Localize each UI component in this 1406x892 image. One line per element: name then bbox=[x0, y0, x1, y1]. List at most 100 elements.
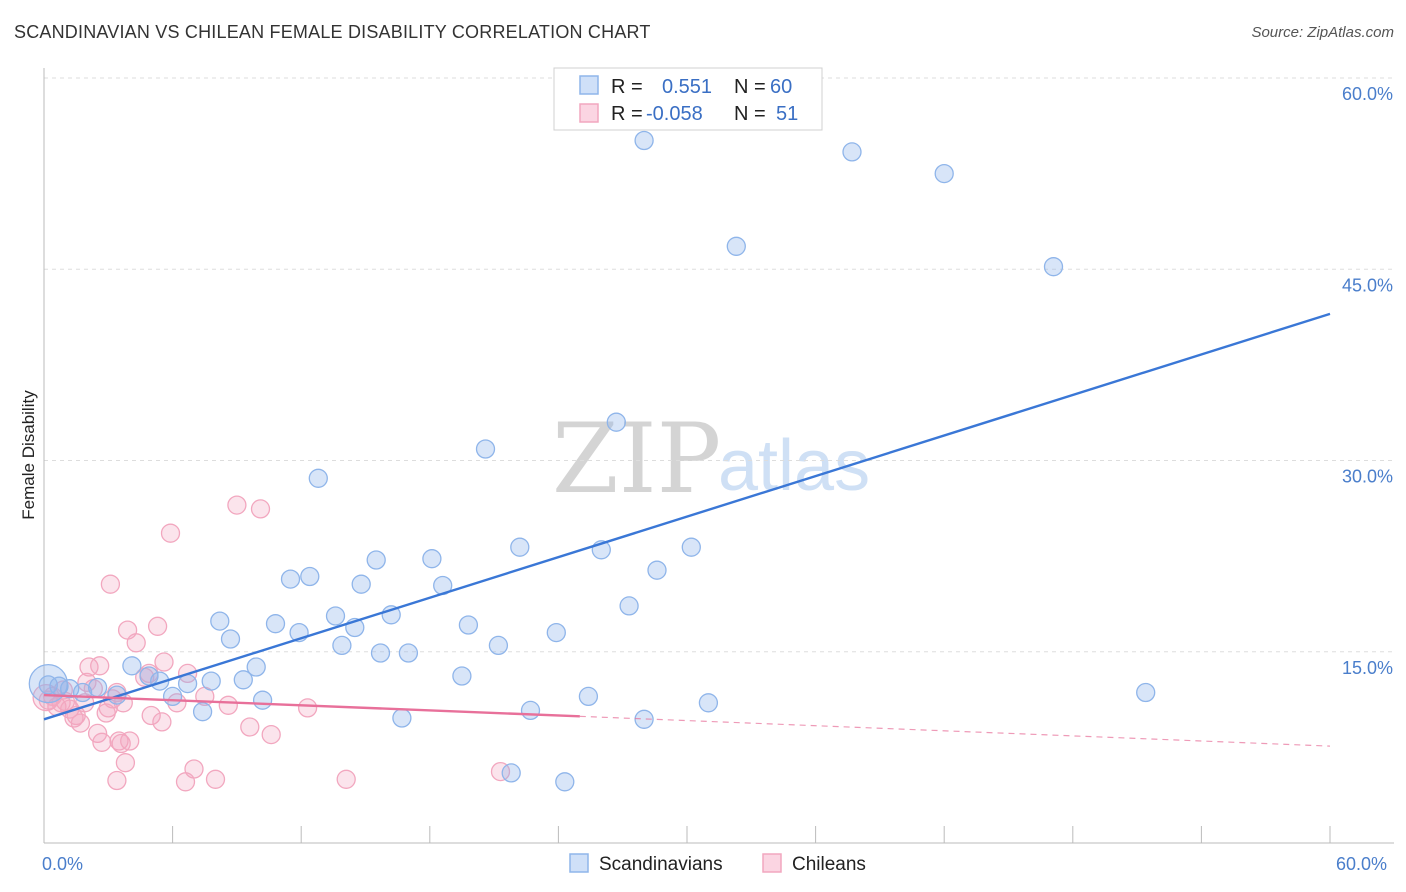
chileans-point bbox=[297, 698, 318, 718]
scandinavians-point bbox=[351, 574, 371, 594]
scandinavians-point bbox=[332, 635, 352, 656]
scandinavians-point bbox=[325, 606, 346, 626]
scandinavians-point bbox=[510, 537, 530, 557]
chileans-point bbox=[126, 633, 146, 653]
scandinavians-point bbox=[934, 163, 954, 184]
chileans-point bbox=[250, 499, 271, 519]
y-tick-label: 15.0% bbox=[1342, 658, 1393, 678]
scandinavians-point bbox=[422, 549, 442, 569]
scandinavians-point bbox=[220, 629, 241, 649]
scandinavians-point bbox=[619, 596, 639, 616]
scandinavians-point bbox=[1136, 682, 1156, 703]
chileans-point bbox=[205, 769, 226, 789]
chileans-point bbox=[154, 652, 174, 672]
chileans-point bbox=[120, 731, 140, 751]
chileans-cluster-point bbox=[32, 684, 60, 712]
scandinavians-point bbox=[475, 439, 496, 459]
chileans-point bbox=[92, 732, 112, 752]
scandinavians-point bbox=[177, 673, 198, 694]
scandinavians-point bbox=[280, 569, 301, 589]
scandinavians-point bbox=[606, 412, 626, 432]
chileans-point bbox=[109, 731, 129, 751]
scandinavians-point bbox=[458, 615, 479, 635]
y-tick-label: 60.0% bbox=[1342, 84, 1393, 104]
source-credit: Source: ZipAtlas.com bbox=[1251, 24, 1394, 41]
scandinavians-point bbox=[233, 670, 253, 690]
chileans-point bbox=[218, 695, 238, 715]
series-legend: Scandinavians Chileans bbox=[569, 853, 866, 875]
chileans-trend-extension bbox=[579, 715, 1331, 747]
bottom-legend-swatch-scandinavians bbox=[569, 853, 589, 873]
chileans-point bbox=[336, 769, 356, 789]
scandinavians-cluster-point bbox=[28, 663, 68, 704]
scandinavians-point bbox=[520, 700, 541, 721]
bottom-legend-swatch-chileans bbox=[762, 853, 782, 873]
legend-swatch-scandinavians bbox=[579, 75, 599, 95]
scandinavians-point bbox=[634, 709, 654, 729]
scandinavians-point bbox=[488, 635, 509, 656]
scandinavians-point bbox=[300, 566, 320, 587]
correlation-legend: R = 0.551 N = 60 R = -0.058 N = 51 bbox=[553, 67, 823, 131]
scandinavians-trend-line bbox=[43, 312, 1331, 721]
chileans-trend-line bbox=[43, 693, 580, 718]
scandinavians-point bbox=[578, 686, 599, 707]
chileans-point bbox=[227, 495, 247, 515]
scandinavians-point bbox=[452, 666, 472, 686]
scandinavians-point bbox=[681, 537, 701, 557]
series-chileans bbox=[32, 495, 511, 792]
legend-n-label-1: N = bbox=[734, 76, 766, 98]
scandinavians-point bbox=[555, 772, 575, 792]
chileans-point bbox=[115, 753, 136, 773]
legend-r-label-2: R = bbox=[611, 103, 643, 125]
bottom-legend-label-chileans: Chileans bbox=[792, 854, 866, 875]
watermark-zip: ZIP bbox=[552, 403, 721, 515]
x-tick-label-min: 0.0% bbox=[42, 854, 83, 874]
chileans-point bbox=[87, 723, 108, 744]
y-tick-label: 45.0% bbox=[1342, 275, 1393, 295]
legend-n-value-2: 51 bbox=[776, 103, 798, 125]
scandinavians-point bbox=[1043, 257, 1064, 277]
chileans-point bbox=[100, 574, 121, 594]
chileans-point bbox=[107, 770, 127, 791]
scandinavians-point bbox=[647, 560, 667, 580]
scandinavians-point bbox=[842, 142, 862, 162]
scandinavians-point bbox=[201, 671, 221, 691]
scandinavians-point bbox=[366, 550, 386, 570]
chileans-point bbox=[240, 717, 260, 737]
chileans-point bbox=[160, 523, 181, 543]
y-axis-label: Female Disability bbox=[19, 390, 38, 520]
legend-n-value-1: 60 bbox=[770, 76, 792, 98]
scandinavians-point bbox=[192, 702, 213, 722]
y-tick-label: 30.0% bbox=[1342, 467, 1393, 487]
legend-r-value-1: 0.551 bbox=[662, 76, 712, 98]
scandinavians-point bbox=[546, 622, 566, 643]
scandinavians-point bbox=[392, 708, 412, 728]
bottom-legend-label-scandinavians: Scandinavians bbox=[599, 854, 723, 875]
trend-lines bbox=[43, 312, 1331, 747]
chileans-point bbox=[77, 672, 97, 693]
scandinavians-point bbox=[726, 236, 746, 256]
x-tick-label-max: 60.0% bbox=[1336, 854, 1387, 874]
y-tick-labels: 15.0% 30.0% 45.0% 60.0% bbox=[1342, 84, 1393, 678]
chileans-point bbox=[147, 616, 168, 636]
scandinavians-point bbox=[398, 643, 419, 663]
scandinavians-point bbox=[634, 130, 654, 151]
scandinavians-point bbox=[501, 763, 521, 783]
scandinavians-point bbox=[265, 614, 286, 634]
x-ticks bbox=[43, 826, 1331, 843]
scandinavians-point bbox=[210, 611, 230, 631]
scandinavians-point bbox=[122, 656, 142, 676]
chileans-point bbox=[184, 759, 204, 779]
scandinavians-point bbox=[252, 690, 273, 710]
scandinavians-point bbox=[246, 657, 266, 677]
chileans-point bbox=[261, 724, 281, 745]
legend-r-value-2: -0.058 bbox=[646, 103, 703, 125]
legend-n-label-2: N = bbox=[734, 103, 766, 125]
chart-title: SCANDINAVIAN VS CHILEAN FEMALE DISABILIT… bbox=[14, 22, 651, 42]
legend-swatch-chileans bbox=[579, 103, 599, 123]
series-scandinavians bbox=[28, 130, 1156, 792]
scandinavians-point bbox=[308, 468, 328, 488]
scandinavians-point bbox=[162, 686, 183, 707]
scandinavians-point bbox=[370, 643, 391, 663]
